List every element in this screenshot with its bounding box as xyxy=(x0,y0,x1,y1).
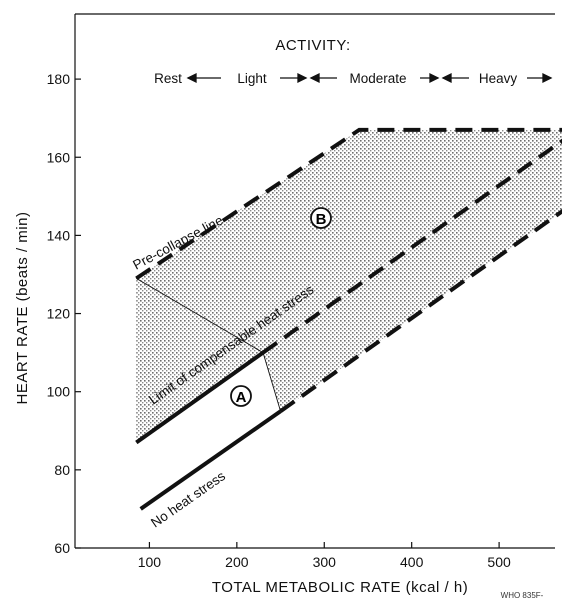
no-heat-stress-line-dashed xyxy=(279,208,562,413)
y-axis-label: HEART RATE (beats / min) xyxy=(14,212,31,405)
x-tick-label: 100 xyxy=(138,554,162,570)
activity-scale: ACTIVITY: Rest Light Moderate Heavy xyxy=(154,37,553,86)
y-tick-label: 140 xyxy=(47,227,71,243)
activity-arrow-head xyxy=(441,72,452,84)
region-a-marker: A xyxy=(230,385,252,407)
x-ticks: 100 200 300 400 500 xyxy=(138,542,511,570)
y-ticks: 60 80 100 120 140 160 180 xyxy=(47,71,81,556)
shaded-regions xyxy=(136,129,562,443)
region-a-label: A xyxy=(236,389,247,406)
activity-level-rest: Rest xyxy=(154,71,182,86)
no-heat-stress-line-solid xyxy=(139,409,282,511)
region-a-shade xyxy=(263,141,562,412)
connector-line xyxy=(136,277,264,354)
activity-level-heavy: Heavy xyxy=(479,71,518,86)
activity-arrow-head xyxy=(309,72,320,84)
y-tick-label: 120 xyxy=(47,306,71,322)
x-tick-label: 500 xyxy=(487,554,511,570)
activity-level-moderate: Moderate xyxy=(349,71,406,86)
region-b-shade xyxy=(136,129,562,443)
x-axis-label: TOTAL METABOLIC RATE (kcal / h) xyxy=(212,579,468,596)
compensable-limit-line-solid xyxy=(135,350,265,445)
region-b-label: B xyxy=(316,211,327,228)
connector-line xyxy=(262,352,281,412)
plot-frame xyxy=(74,13,555,549)
activity-arrow-head xyxy=(186,72,197,84)
pre-collapse-line xyxy=(135,127,562,281)
activity-arrow-head xyxy=(542,72,553,84)
y-tick-label: 60 xyxy=(54,540,70,556)
y-tick-label: 160 xyxy=(47,149,71,165)
figure-credit: WHO 835F- xyxy=(501,591,544,600)
y-tick-label: 100 xyxy=(47,384,71,400)
compensable-limit-line-dashed xyxy=(261,138,562,355)
activity-title: ACTIVITY: xyxy=(275,37,350,54)
x-tick-label: 400 xyxy=(400,554,424,570)
x-tick-label: 300 xyxy=(313,554,337,570)
activity-arrows xyxy=(186,72,553,84)
activity-arrow-head xyxy=(429,72,440,84)
series-lines xyxy=(135,127,562,511)
y-tick-label: 80 xyxy=(54,462,70,478)
activity-arrow-head xyxy=(297,72,308,84)
region-b-marker: B xyxy=(310,207,332,229)
y-tick-label: 180 xyxy=(47,71,71,87)
activity-level-light: Light xyxy=(237,71,267,86)
x-tick-label: 200 xyxy=(225,554,249,570)
